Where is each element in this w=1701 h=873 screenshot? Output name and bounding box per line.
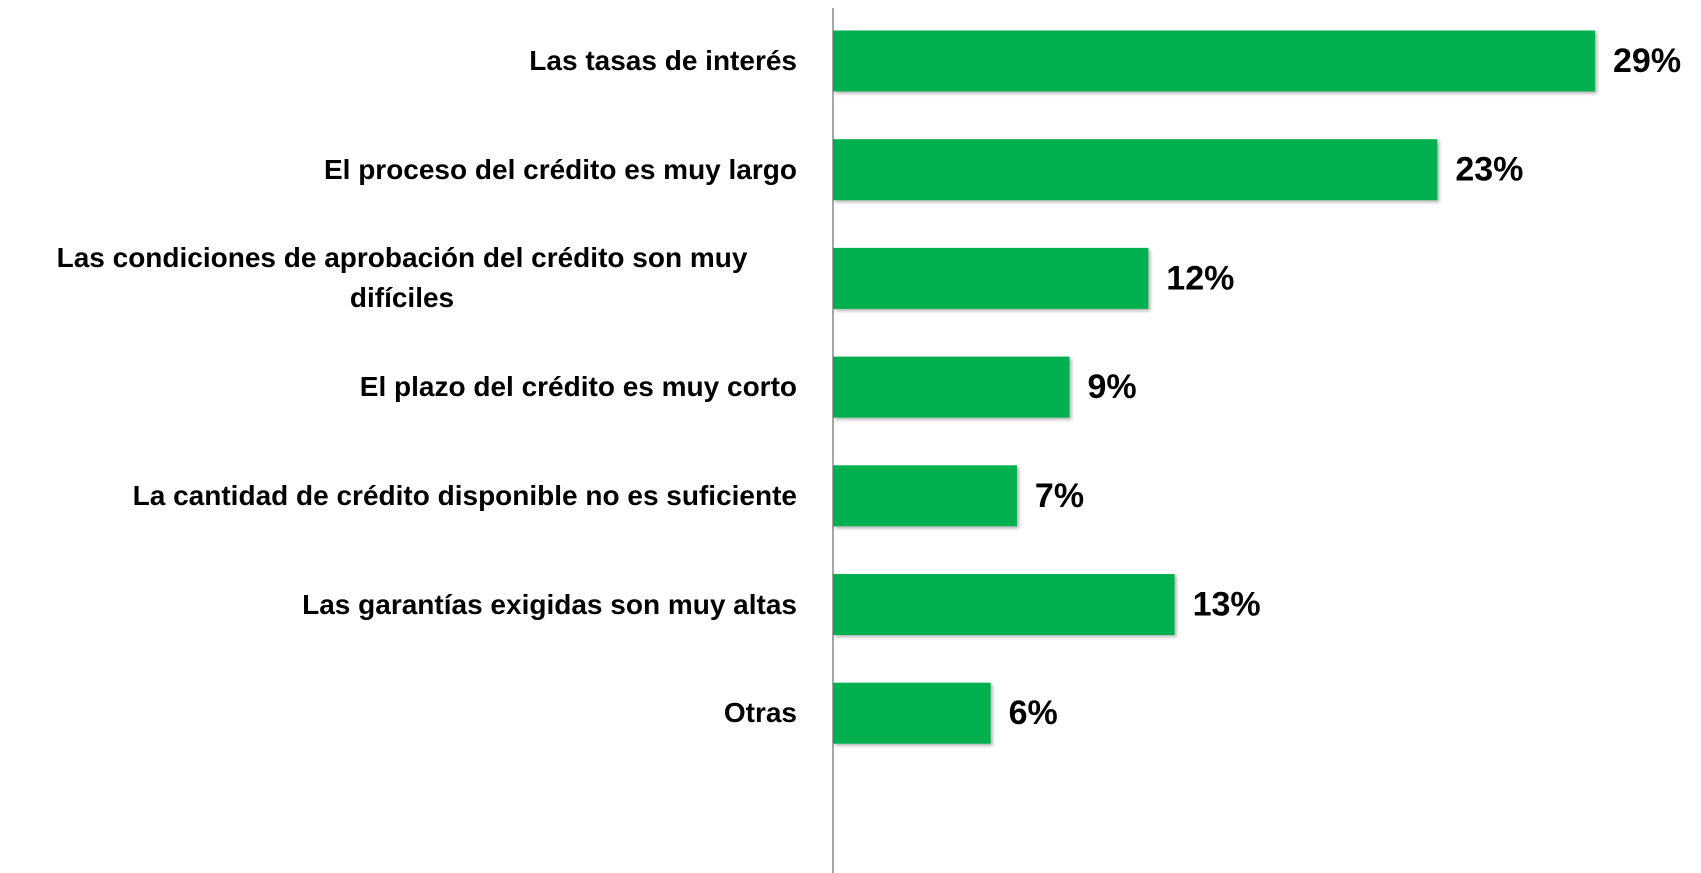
category-label-box: La cantidad de crédito disponible no es … (0, 446, 797, 546)
category-label-box: El proceso del crédito es muy largo (0, 120, 797, 220)
category-label-box: Las condiciones de aprobación del crédit… (0, 228, 797, 328)
value-label: 7% (1035, 477, 1084, 515)
bar (833, 139, 1438, 201)
value-label: 23% (1455, 151, 1523, 189)
value-label: 12% (1166, 259, 1234, 297)
bar (833, 574, 1175, 635)
value-label: 9% (1087, 368, 1136, 406)
category-label: Otras (723, 697, 797, 729)
category-label: Las garantías exigidas son muy altas (302, 588, 797, 620)
category-label-box: Otras (0, 663, 797, 763)
bar (833, 465, 1017, 527)
bar (833, 682, 991, 744)
category-label: El plazo del crédito es muy corto (359, 371, 797, 403)
category-label: La cantidad de crédito disponible no es … (132, 479, 797, 511)
bar (833, 30, 1595, 92)
value-label: 13% (1193, 585, 1261, 623)
category-label: El proceso del crédito es muy largo (323, 153, 797, 185)
category-label: Las tasas de interés (529, 45, 797, 76)
category-label-box: Las garantías exigidas son muy altas (0, 555, 797, 655)
category-label-box: El plazo del crédito es muy corto (0, 337, 797, 437)
bar (833, 247, 1149, 309)
value-label: 6% (1009, 694, 1058, 732)
category-label: Las condiciones de aprobación del crédit… (56, 242, 748, 314)
category-label-box: Las tasas de interés (0, 11, 797, 111)
bar (833, 356, 1070, 418)
value-label: 29% (1613, 42, 1681, 80)
